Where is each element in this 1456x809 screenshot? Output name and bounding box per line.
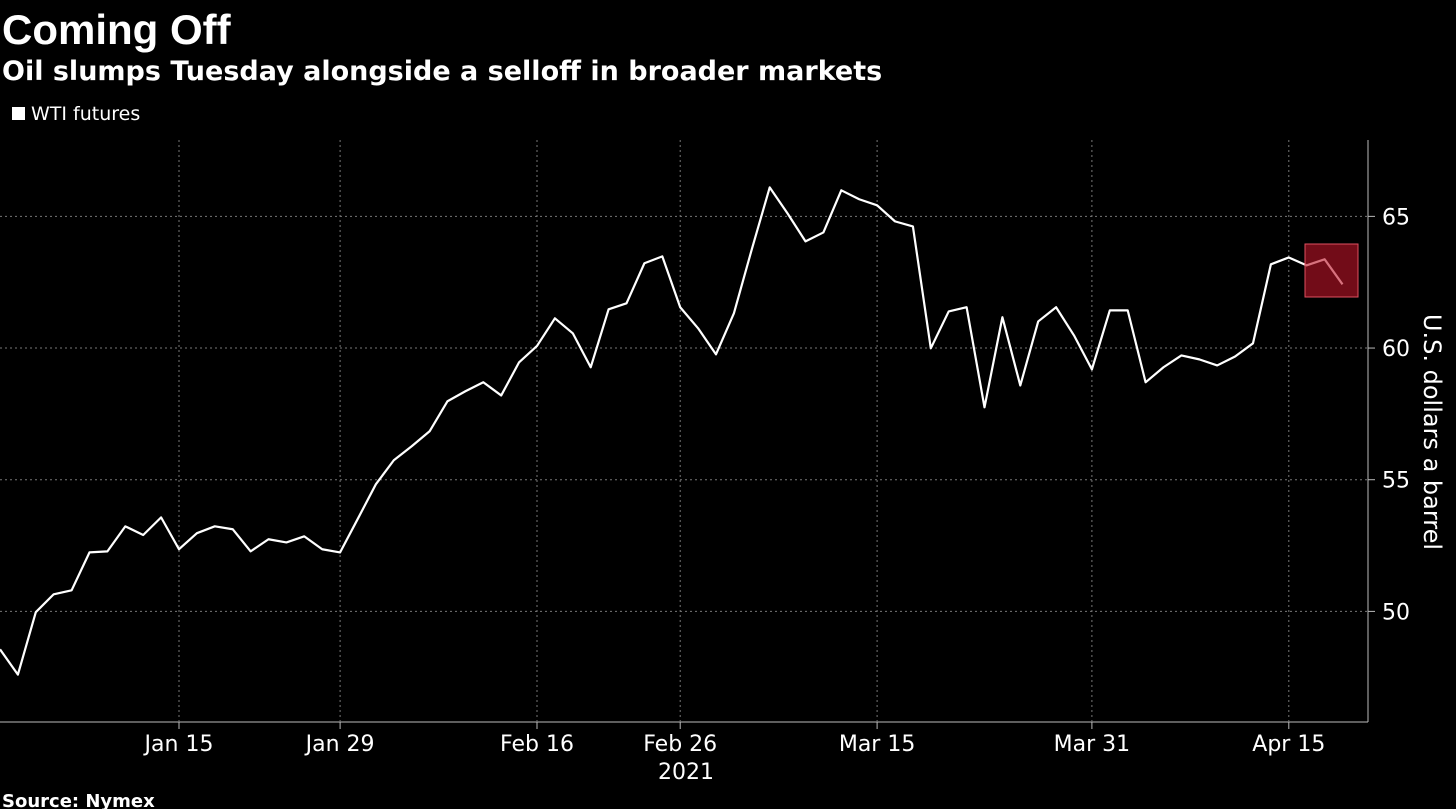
- source: Source: Nymex: [2, 791, 155, 809]
- y-tick-label: 50: [1382, 600, 1410, 625]
- x-tick-label: Feb 26: [643, 732, 717, 757]
- x-tick-label: Mar 15: [839, 732, 916, 757]
- series-line: [0, 186, 1344, 676]
- y-tick-label: 65: [1382, 205, 1410, 230]
- legend-swatch: [12, 107, 25, 120]
- x-tick-label: Apr 15: [1252, 732, 1325, 757]
- x-tick-label: Jan 15: [143, 732, 214, 757]
- x-year-label: 2021: [658, 760, 714, 785]
- legend-label: WTI futures: [31, 103, 140, 125]
- x-tick-label: Feb 16: [500, 732, 574, 757]
- chart-title: Coming Off: [2, 6, 232, 53]
- highlight-box: [1304, 243, 1359, 298]
- chart-subtitle: Oil slumps Tuesday alongside a selloff i…: [2, 56, 882, 87]
- y-tick-label: 55: [1382, 469, 1410, 494]
- y-axis-label: U.S. dollars a barrel: [1418, 314, 1446, 550]
- y-tick-label: 60: [1382, 337, 1410, 362]
- x-tick-label: Jan 29: [304, 732, 375, 757]
- x-tick-label: Mar 31: [1054, 732, 1131, 757]
